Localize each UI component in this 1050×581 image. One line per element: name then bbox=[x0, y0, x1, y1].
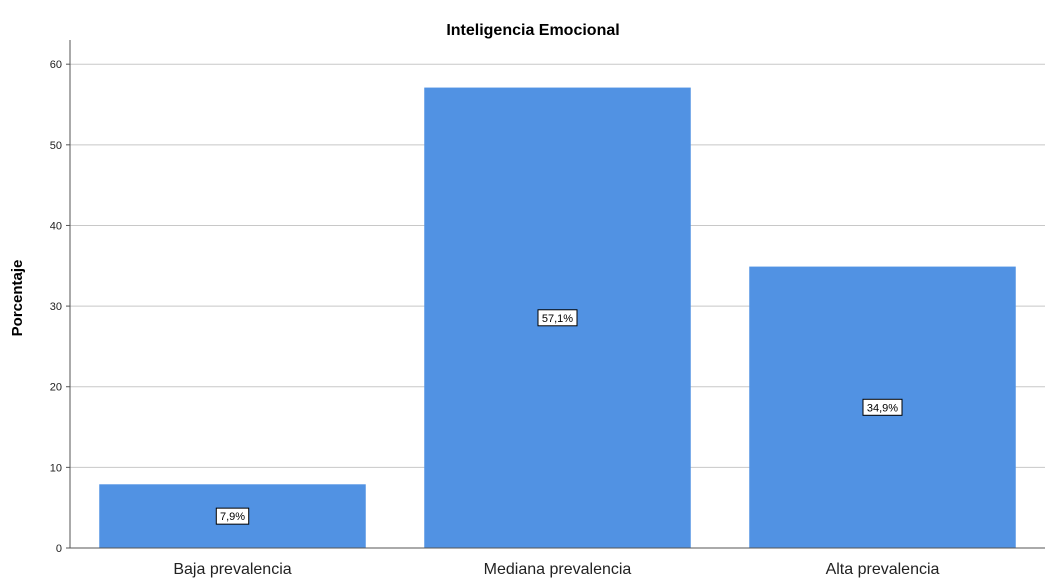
x-tick-labels: Baja prevalencia Mediana prevalencia Alta … bbox=[173, 561, 939, 578]
y-tick-label: 50 bbox=[50, 140, 62, 152]
data-labels: 7,9% 57,1% 34,9% bbox=[215, 309, 903, 525]
x-tick-label: Alta prevalencia bbox=[826, 561, 940, 578]
x-tick-label: Baja prevalencia bbox=[173, 561, 291, 578]
data-label: 57,1% bbox=[542, 313, 573, 325]
data-label-box bbox=[862, 398, 903, 416]
axes bbox=[66, 40, 1045, 549]
data-label-box bbox=[537, 309, 578, 327]
chart-title: Inteligencia Emocional bbox=[446, 22, 619, 39]
x-tick-label: Mediana prevalencia bbox=[484, 561, 632, 578]
y-tick-labels: 0 10 20 30 40 50 60 bbox=[50, 59, 62, 555]
y-tick-label: 0 bbox=[56, 543, 62, 555]
data-label: 34,9% bbox=[867, 402, 898, 414]
y-tick-label: 20 bbox=[50, 382, 62, 394]
y-tick-label: 10 bbox=[50, 462, 62, 474]
y-tick-label: 40 bbox=[50, 220, 62, 232]
y-axis-label: Porcentaje bbox=[9, 260, 26, 337]
data-label: 7,9% bbox=[220, 511, 245, 523]
y-tick-label: 60 bbox=[50, 59, 62, 71]
data-label-box bbox=[215, 507, 250, 525]
y-tick-label: 30 bbox=[50, 301, 62, 313]
